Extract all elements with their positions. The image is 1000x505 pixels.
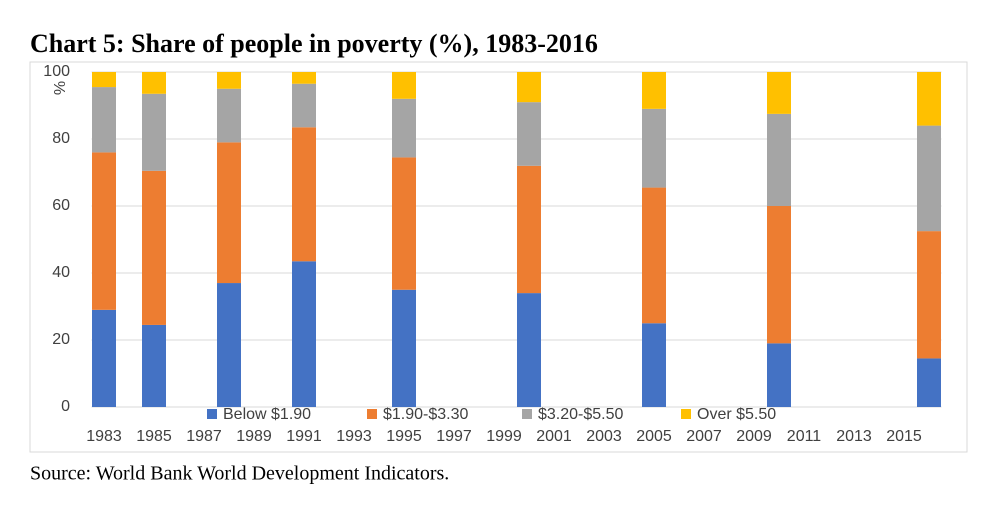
bar-segment: [292, 261, 316, 407]
bar-segment: [142, 324, 166, 407]
x-tick-label: 2001: [536, 428, 572, 445]
bar-segment: [642, 108, 666, 188]
legend-swatch: [367, 409, 377, 419]
y-tick-label: 80: [52, 130, 70, 147]
x-tick-label: 2009: [736, 428, 772, 445]
bar-segment: [92, 309, 116, 407]
bar-segment: [292, 72, 316, 84]
bar-segment: [767, 206, 791, 344]
y-axis-label: %: [50, 81, 67, 95]
y-tick-label: 20: [52, 331, 70, 348]
bar-segment: [217, 88, 241, 143]
bar-segment: [392, 72, 416, 99]
legend-label: $3.20-$5.50: [538, 406, 624, 423]
bar-segment: [392, 157, 416, 290]
bar-segment: [517, 72, 541, 103]
x-tick-label: 2007: [686, 428, 722, 445]
bar-segment: [217, 72, 241, 89]
bar-segment: [642, 187, 666, 324]
x-tick-label: 2013: [836, 428, 872, 445]
legend-label: Over $5.50: [697, 406, 776, 423]
source: Source: World Bank World Development Ind…: [30, 463, 449, 485]
bar-segment: [92, 72, 116, 88]
x-tick-label: 2011: [787, 428, 822, 445]
x-tick-label: 2003: [586, 428, 622, 445]
legend-swatch: [522, 409, 532, 419]
bar-segment: [217, 142, 241, 284]
bar-segment: [517, 165, 541, 294]
chart-title: Chart 5: Share of people in poverty (%),…: [30, 29, 598, 58]
y-tick-label: 40: [52, 264, 70, 281]
bar-segment: [217, 283, 241, 407]
legend-swatch: [681, 409, 691, 419]
y-tick-label: 0: [61, 398, 70, 415]
bar-segment: [392, 98, 416, 158]
bar-segment: [292, 83, 316, 128]
x-tick-label: 2005: [636, 428, 672, 445]
bar-segment: [642, 323, 666, 407]
x-tick-label: 1997: [436, 428, 472, 445]
y-tick-label: 60: [52, 197, 70, 214]
x-tick-label: 1995: [386, 428, 422, 445]
bar-segment: [92, 87, 116, 153]
bar-segment: [92, 152, 116, 310]
x-tick-label: 1993: [336, 428, 372, 445]
x-tick-label: 1989: [236, 428, 272, 445]
bar-segment: [517, 293, 541, 407]
bar-segment: [642, 72, 666, 109]
bar-segment: [767, 113, 791, 206]
bar-segment: [767, 343, 791, 407]
bar-segment: [767, 72, 791, 114]
bar-segment: [917, 72, 941, 126]
y-tick-label: 100: [43, 63, 70, 80]
x-tick-label: 1999: [486, 428, 522, 445]
x-tick-label: 1987: [186, 428, 222, 445]
legend-label: $1.90-$3.30: [383, 406, 469, 423]
bar-segment: [292, 127, 316, 262]
legend-label: Below $1.90: [223, 406, 311, 423]
x-tick-label: 1983: [86, 428, 122, 445]
bar-segment: [917, 231, 941, 359]
bar-segment: [392, 289, 416, 407]
legend-swatch: [207, 409, 217, 419]
x-tick-label: 1985: [136, 428, 172, 445]
bar-segment: [142, 170, 166, 325]
bar-segment: [142, 72, 166, 94]
bar-segment: [142, 93, 166, 171]
chart-frame: [29, 61, 968, 453]
bar-segment: [517, 102, 541, 166]
x-tick-label: 1991: [286, 428, 322, 445]
x-tick-label: 2015: [886, 428, 922, 445]
bar-segment: [917, 125, 941, 232]
bar-segment: [917, 358, 941, 407]
